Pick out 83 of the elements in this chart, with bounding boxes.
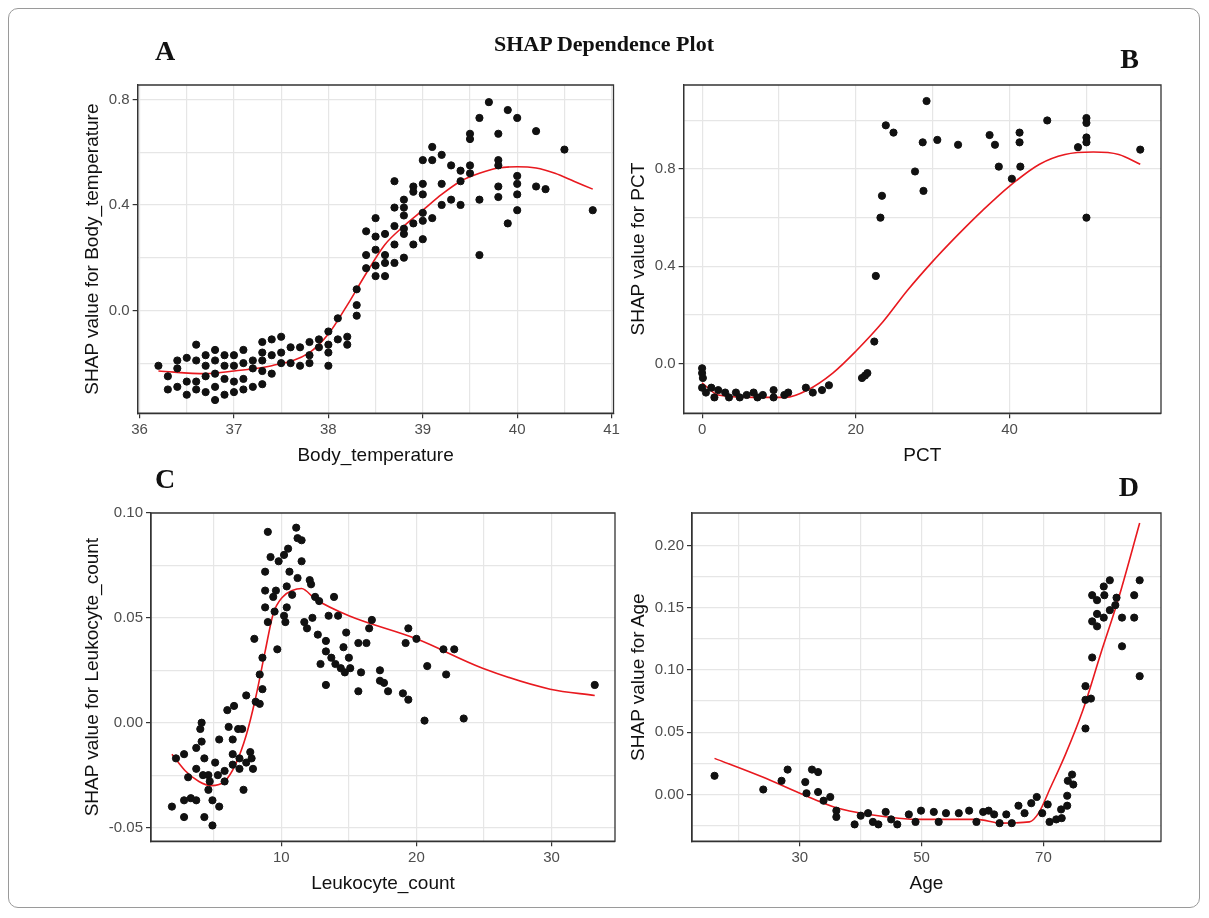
point <box>707 383 716 392</box>
y-tick-label: 0.10 <box>113 503 143 521</box>
x-tick-label: 30 <box>543 848 560 866</box>
point <box>919 186 928 196</box>
y-tick-label: 0.0 <box>654 353 676 371</box>
point <box>1015 128 1024 137</box>
y-tick-label: 0.8 <box>654 159 676 177</box>
point <box>710 393 719 402</box>
text: C <box>155 463 176 495</box>
point <box>881 121 890 130</box>
x-tick-label: 39 <box>414 420 432 438</box>
x-tick-label: 40 <box>1001 420 1018 438</box>
y-tick-label: 0.05 <box>654 722 684 740</box>
x-tick-label: 0 <box>697 420 707 438</box>
point <box>769 386 778 395</box>
x-tick-label: 40 <box>508 420 526 438</box>
point <box>1015 138 1024 147</box>
y-axis-title: SHAP value for PCT <box>626 162 648 336</box>
point <box>758 390 767 400</box>
y-tick-label: 0.00 <box>654 784 684 802</box>
point <box>808 388 817 397</box>
point <box>824 381 834 390</box>
text: D <box>1118 471 1139 503</box>
y-axis-title: SHAP value for Body_temperature <box>80 103 103 395</box>
y-tick-label: 0.4 <box>108 195 130 213</box>
y-tick-label: 0.4 <box>654 256 676 274</box>
y-tick-label: 0.8 <box>108 89 130 107</box>
point <box>724 393 734 402</box>
y-axis-title: SHAP value for Age <box>626 593 648 761</box>
point <box>953 140 963 149</box>
point <box>1043 116 1052 125</box>
text: A <box>155 35 176 67</box>
point <box>876 213 885 222</box>
point <box>922 96 931 106</box>
x-tick-label: 10 <box>273 848 290 866</box>
point <box>918 138 927 147</box>
x-tick-label: 37 <box>225 420 243 438</box>
point <box>817 386 827 395</box>
point <box>784 388 793 397</box>
x-tick-label: 70 <box>1035 848 1052 866</box>
chart-title: SHAP Dependence Plot <box>494 31 714 56</box>
point <box>1016 162 1025 171</box>
y-axis-title: SHAP value for Leukocyte_count <box>80 537 103 817</box>
x-tick-label: 20 <box>847 420 865 438</box>
point <box>769 393 778 402</box>
point <box>870 337 879 346</box>
x-axis-title: Body_temperature <box>297 443 454 466</box>
point <box>735 393 744 402</box>
point <box>714 386 723 395</box>
y-tick-label: 0.00 <box>113 712 143 730</box>
y-tick-label: 0.15 <box>654 597 684 615</box>
point <box>1136 145 1145 154</box>
x-axis-title: Age <box>909 871 944 893</box>
point <box>1073 143 1083 152</box>
x-tick-label: 30 <box>791 848 809 866</box>
point <box>701 388 711 397</box>
x-tick-label: 20 <box>408 848 425 866</box>
text: B <box>1120 43 1139 75</box>
y-tick-label: 0.05 <box>113 608 143 625</box>
point <box>698 373 707 383</box>
point <box>994 162 1003 171</box>
point <box>877 191 887 200</box>
point <box>801 383 810 392</box>
x-tick-label: 50 <box>913 848 930 866</box>
y-tick-label: 0.10 <box>654 660 684 678</box>
x-axis-title: PCT <box>903 443 942 465</box>
point <box>1007 174 1016 183</box>
point <box>990 140 1000 149</box>
point <box>1082 213 1091 222</box>
x-tick-label: 41 <box>603 420 620 438</box>
x-tick-label: 38 <box>320 420 337 438</box>
y-tick-label: -0.05 <box>108 817 143 835</box>
point <box>910 167 920 176</box>
point <box>871 271 880 281</box>
point <box>933 135 942 144</box>
point <box>985 130 994 140</box>
point <box>742 390 751 400</box>
y-tick-label: 0.0 <box>108 300 130 318</box>
point <box>1082 138 1091 147</box>
x-tick-label: 36 <box>131 420 148 438</box>
x-axis-title: Leukocyte_count <box>311 871 456 894</box>
y-tick-label: 0.20 <box>654 535 684 553</box>
point <box>889 128 898 137</box>
